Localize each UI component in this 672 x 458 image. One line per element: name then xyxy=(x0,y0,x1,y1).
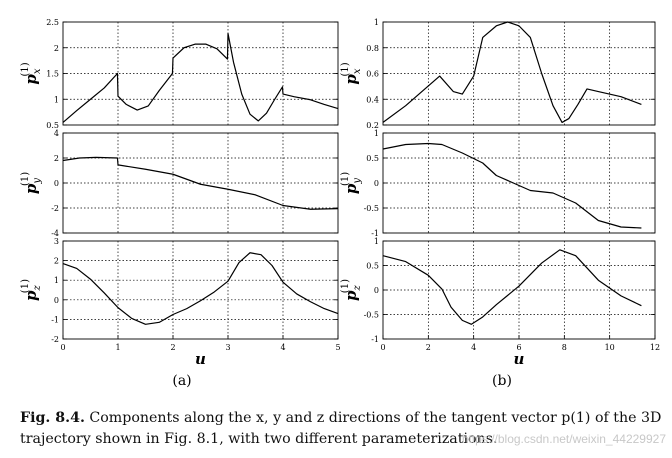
y-tick-label: 1 xyxy=(374,237,379,246)
subplot-b-px: 0.2 0.4 0.6 0.8 1 px(1) xyxy=(340,18,656,130)
y-tick-label: 1 xyxy=(374,18,379,27)
y-tick-label: -2 xyxy=(51,335,59,344)
x-tick-label: 2 xyxy=(426,343,431,352)
x-tick-label: 1 xyxy=(115,343,120,352)
y-tick-label: 2.5 xyxy=(46,18,59,27)
y-tick-label: 0 xyxy=(54,179,59,188)
y-tick-label: 0.5 xyxy=(46,121,59,130)
series-line xyxy=(62,32,339,123)
y-tick-label: 0 xyxy=(54,296,59,305)
y-tick-label: 0.8 xyxy=(366,44,379,53)
x-tick-label: 3 xyxy=(225,343,230,352)
y-axis-label: py(1) xyxy=(340,172,363,194)
y-axis-label: px(1) xyxy=(340,62,363,84)
y-tick-label: 0.2 xyxy=(366,121,379,130)
x-tick-label: 0 xyxy=(60,343,65,352)
subplot-b-py: -1 -0.5 0 0.5 1 py(1) xyxy=(340,129,656,238)
y-tick-label: 0 xyxy=(374,179,379,188)
y-tick-label: 4 xyxy=(54,129,59,138)
subplot-a-py: -4 -2 0 2 4 py(1) xyxy=(20,129,339,238)
series-line xyxy=(382,249,642,325)
y-axis-label: py(1) xyxy=(20,172,43,194)
watermark: https://blog.csdn.net/weixin_44229927 xyxy=(461,432,666,446)
y-tick-label: -4 xyxy=(51,229,59,238)
x-tick-label: 4 xyxy=(471,343,476,352)
y-tick-label: 3 xyxy=(54,237,59,246)
y-tick-label: 2 xyxy=(54,257,59,266)
panel-label-a: (a) xyxy=(172,373,191,389)
x-tick-label: 2 xyxy=(170,343,175,352)
caption-label: Fig. 8.4. xyxy=(20,410,85,426)
x-tick-label: 4 xyxy=(280,343,285,352)
x-axis-label: u xyxy=(195,350,206,368)
x-tick-label: 10 xyxy=(605,343,615,352)
panel-label-b: (b) xyxy=(492,373,512,389)
y-tick-label: 1.5 xyxy=(46,70,59,79)
series-line xyxy=(382,21,642,124)
plot-frame xyxy=(62,240,339,340)
series-line xyxy=(382,142,642,229)
x-tick-label: 8 xyxy=(562,343,567,352)
x-axis-label: u xyxy=(514,350,525,368)
figure-caption: Fig. 8.4. Components along the x, y and … xyxy=(20,408,665,450)
x-tick-label: 5 xyxy=(335,343,340,352)
y-tick-label: 2 xyxy=(54,44,59,53)
series-line xyxy=(62,252,339,325)
subplot-a-px: 0.5 1 1.5 2 2.5 px(1) xyxy=(20,18,339,130)
y-tick-label: 0.6 xyxy=(366,70,379,79)
y-axis-label: pz(1) xyxy=(20,279,43,301)
series-line xyxy=(62,156,339,210)
y-tick-label: 2 xyxy=(54,154,59,163)
y-axis-label: px(1) xyxy=(20,62,43,84)
y-tick-label: 0.4 xyxy=(366,95,379,104)
y-tick-label: 1 xyxy=(54,95,59,104)
y-tick-label: 0 xyxy=(374,286,379,295)
y-tick-label: -1 xyxy=(51,315,59,324)
y-tick-label: 0.5 xyxy=(366,262,379,271)
y-tick-label: 1 xyxy=(374,129,379,138)
y-tick-label: 0.5 xyxy=(366,154,379,163)
x-tick-label: 12 xyxy=(650,343,660,352)
y-tick-label: 1 xyxy=(54,276,59,285)
y-axis-label: pz(1) xyxy=(340,279,363,301)
caption-text: Components along the x, y and z directio… xyxy=(20,410,662,447)
y-tick-label: -1 xyxy=(371,335,379,344)
subplot-a-pz: -2 -1 0 1 2 3 0 1 2 3 4 5 pz(1) u xyxy=(20,237,341,368)
x-tick-label: 6 xyxy=(516,343,521,352)
x-tick-label: 0 xyxy=(380,343,385,352)
y-tick-label: -0.5 xyxy=(364,204,379,213)
y-tick-label: -1 xyxy=(371,229,379,238)
y-tick-label: -2 xyxy=(51,204,59,213)
y-tick-label: -0.5 xyxy=(364,311,379,320)
